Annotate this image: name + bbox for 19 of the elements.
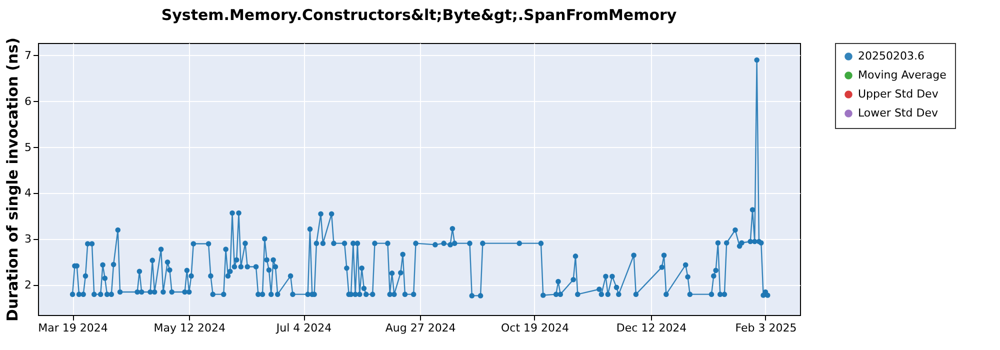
chart-title: System.Memory.Constructors&lt;Byte&gt;.SpanFromMemory: [161, 6, 677, 24]
y-tick-label: 2: [24, 278, 32, 292]
y-tick-label: 3: [24, 232, 32, 246]
x-tick-label: Feb 3 2025: [735, 322, 797, 334]
y-axis-title: Duration of single invocation (ns): [4, 38, 22, 322]
x-tick-label: Mar 19 2024: [38, 322, 108, 334]
x-tick-label: Oct 19 2024: [500, 322, 569, 334]
y-tick-label: 6: [24, 94, 32, 108]
x-tick-label: Jul 4 2024: [275, 322, 332, 334]
x-tick-label: Dec 12 2024: [616, 322, 687, 334]
legend-label: Lower Std Dev: [858, 106, 938, 120]
y-tick-label: 7: [24, 48, 32, 62]
y-tick-label: 5: [24, 140, 32, 154]
legend-label: 20250203.6: [858, 50, 924, 62]
x-tick-label: Aug 27 2024: [385, 322, 456, 334]
legend-label: Upper Std Dev: [858, 88, 939, 100]
x-tick-label: May 12 2024: [154, 322, 226, 334]
y-tick-label: 4: [24, 186, 32, 200]
legend-label: Moving Average: [858, 68, 947, 82]
